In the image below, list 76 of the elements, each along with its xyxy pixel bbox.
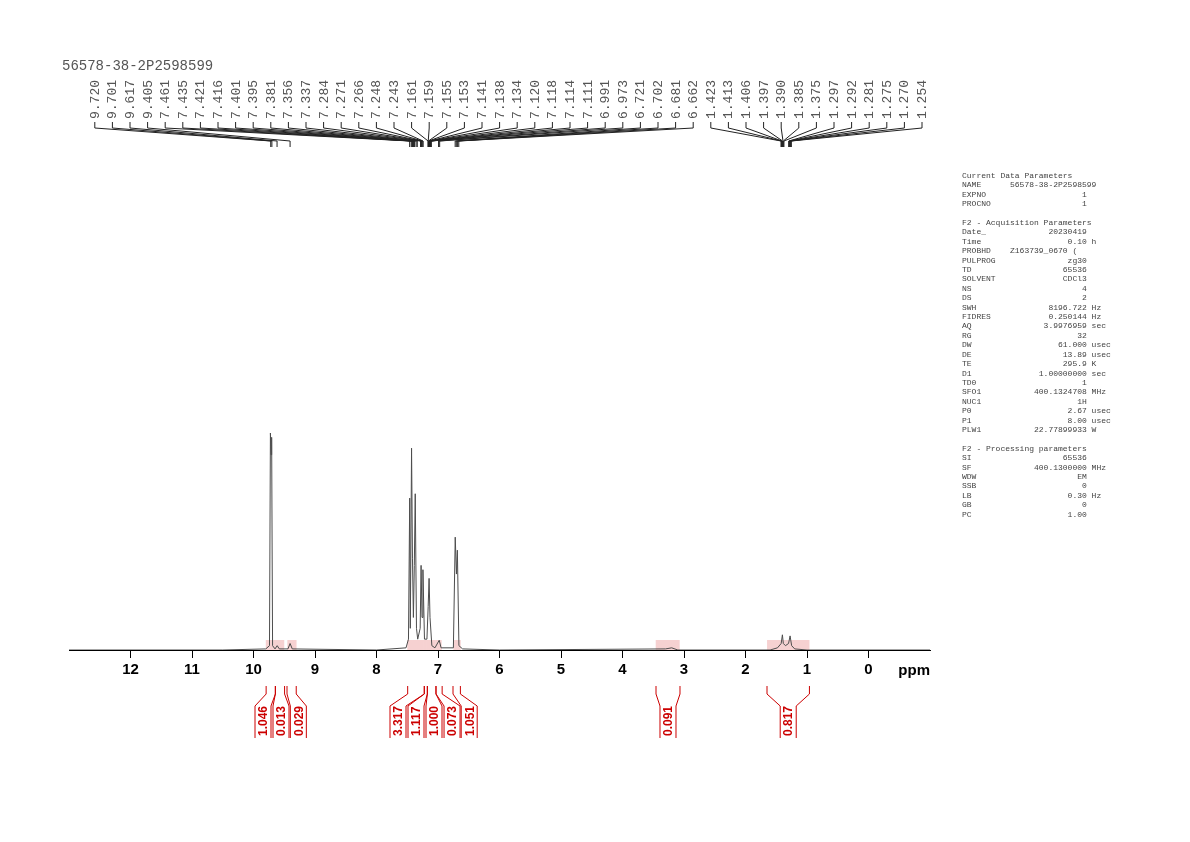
annotation: 7.416 <box>211 79 226 119</box>
annotation: 7.356 <box>281 79 297 119</box>
annotation: 7.421 <box>193 79 209 119</box>
annotation: 6.662 <box>686 79 702 119</box>
annotation: 6.681 <box>668 79 684 119</box>
annotation: 1.375 <box>809 79 825 119</box>
x-axis-title: ppm <box>898 661 930 679</box>
x-tick-label: 0 <box>864 660 873 678</box>
annotation: 7.266 <box>351 79 367 119</box>
annotation: 1.413 <box>721 79 737 119</box>
annotation: 9.617 <box>123 79 138 119</box>
annotation: 1.423 <box>703 79 719 119</box>
annotation: 7.118 <box>545 79 561 119</box>
band-label: 3.317 <box>390 705 405 736</box>
annotation: 9.720 <box>87 79 103 119</box>
annotation: 7.401 <box>228 79 244 119</box>
x-tick-label: 9 <box>310 660 320 678</box>
x-tick-label: 8 <box>372 660 381 678</box>
annotation: 7.161 <box>404 79 420 119</box>
x-tick-label: 5 <box>556 660 566 678</box>
band-label: 0.091 <box>660 705 675 736</box>
annotation: 1.397 <box>756 79 772 119</box>
band-label: 1.051 <box>462 705 477 736</box>
x-tick-label: 4 <box>618 660 628 678</box>
annotation: 7.120 <box>527 79 543 119</box>
band-label: 0.013 <box>273 705 288 736</box>
annotation: 7.153 <box>457 79 473 119</box>
annotation: 7.111 <box>580 79 596 119</box>
band-label: 0.073 <box>444 705 459 736</box>
annotation: 7.395 <box>246 79 262 119</box>
annotation: 1.275 <box>879 79 895 119</box>
text: F2 - Acquisition Parameters Date_ 20230419 Time 0.10 h PROBHD Z163739_0670 ( PULPROG zg30 TD 65536 SOLVENT CDCl3 NS 4 DS 2 SWH 8196.722 Hz FIDRES 0.250144 Hz AQ 3.9976959 sec RG 32 DW 61.000 usec DE 13.89 usec TE 295.9 K D1 1.00000000 sec TD0 1 SFO1 400.1324708 MHz NUC1 1H P0 2.67 usec P1 8.00 usec PLW1 22.77899933 W <box>962 218 1111 434</box>
annotation: 6.991 <box>598 79 614 119</box>
annotation: 7.243 <box>387 79 402 119</box>
annotation: 7.155 <box>439 79 455 119</box>
annotation: 6.702 <box>651 79 666 119</box>
x-tick-label: 11 <box>184 660 200 678</box>
band-label: 1.046 <box>255 705 270 736</box>
annotation: 7.134 <box>510 79 526 119</box>
x-tick-label: 1 <box>802 660 812 678</box>
band-label: 0.029 <box>291 705 306 736</box>
x-tick-label: 6 <box>495 660 504 678</box>
annotation: 1.297 <box>827 79 842 119</box>
annotation: 1.281 <box>862 79 878 119</box>
annotation: 7.461 <box>158 79 174 119</box>
band-label: 1.117 <box>408 706 423 736</box>
annotation: 1.390 <box>774 79 790 119</box>
annotation: 7.141 <box>475 79 490 119</box>
x-tick-label: 7 <box>433 660 443 678</box>
text: Current Data Parameters NAME 56578-38-2P2598599 EXPNO 1 PROCNO 1 <box>962 171 1098 209</box>
text: F2 - Processing parameters SI 65536 SF 400.1300000 MHz WDW EM SSB 0 LB 0.30 Hz GB 0 PC 1.00 <box>962 443 1108 519</box>
annotation: 1.385 <box>791 79 807 119</box>
x-tick-label: 3 <box>679 660 689 678</box>
annotation: 9.405 <box>140 79 156 119</box>
x-tick-label: 2 <box>741 660 750 678</box>
annotation: 1.292 <box>844 79 860 119</box>
annotation: 7.271 <box>334 79 350 119</box>
annotation: 7.114 <box>563 79 578 119</box>
x-tick-label: 12 <box>122 660 139 678</box>
x-tick-label: 10 <box>245 660 262 678</box>
annotation: 9.701 <box>105 79 121 119</box>
band-label: 0.817 <box>781 705 796 736</box>
annotation: 7.159 <box>422 79 438 119</box>
annotation: 7.381 <box>263 79 279 119</box>
chart-title: 56578-38-2P2598599 <box>62 58 214 74</box>
annotation: 6.973 <box>615 79 631 119</box>
annotation: 7.248 <box>369 79 385 119</box>
annotation: 7.337 <box>299 79 314 119</box>
annotation: 6.721 <box>633 79 649 119</box>
annotation: 7.138 <box>492 79 508 119</box>
annotation: 7.435 <box>175 79 191 119</box>
band-label: 1.000 <box>426 705 441 736</box>
annotation: 7.284 <box>316 79 332 119</box>
annotation: 1.270 <box>897 79 913 119</box>
annotation: 1.254 <box>915 79 930 119</box>
annotation: 1.406 <box>739 79 754 119</box>
